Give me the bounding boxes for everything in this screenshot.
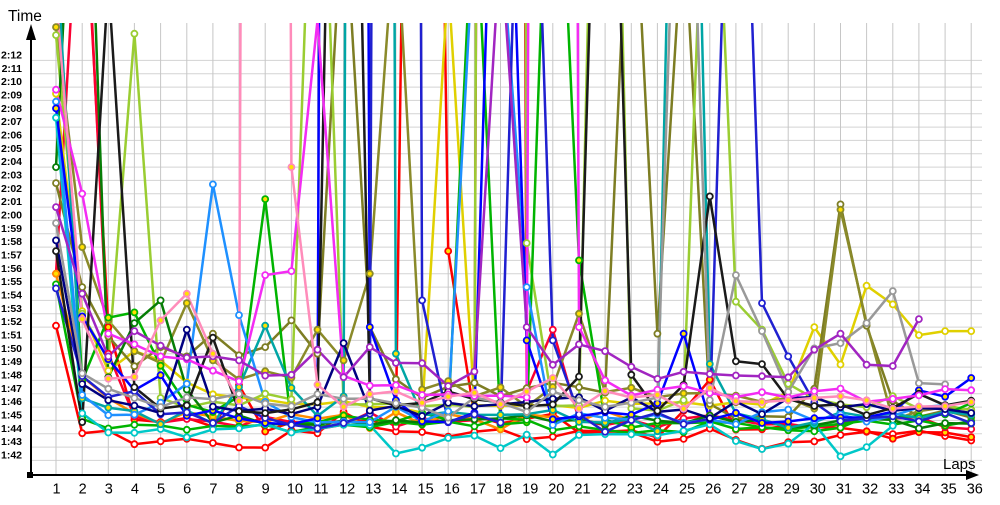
svg-text:16: 16: [444, 482, 460, 498]
svg-text:33: 33: [888, 482, 904, 498]
svg-text:5: 5: [157, 482, 165, 498]
svg-text:28: 28: [757, 482, 773, 498]
svg-text:32: 32: [862, 482, 878, 498]
svg-text:1:53: 1:53: [1, 303, 22, 315]
svg-text:25: 25: [679, 482, 695, 498]
svg-text:1:48: 1:48: [1, 370, 22, 382]
svg-text:2:00: 2:00: [1, 210, 22, 222]
svg-text:2:10: 2:10: [1, 76, 22, 88]
svg-text:2:05: 2:05: [1, 143, 22, 155]
svg-text:2:11: 2:11: [2, 63, 23, 75]
svg-text:17: 17: [470, 482, 486, 498]
svg-text:1:42: 1:42: [1, 450, 22, 462]
svg-text:2:02: 2:02: [1, 183, 22, 195]
svg-text:24: 24: [653, 482, 669, 498]
svg-text:7: 7: [209, 482, 217, 498]
svg-text:2:09: 2:09: [1, 90, 22, 102]
svg-text:1:47: 1:47: [1, 383, 22, 395]
svg-text:1:55: 1:55: [1, 276, 22, 288]
svg-text:34: 34: [914, 482, 930, 498]
svg-text:23: 23: [627, 482, 643, 498]
svg-text:22: 22: [601, 482, 617, 498]
svg-text:1:44: 1:44: [1, 423, 22, 435]
svg-text:18: 18: [496, 482, 512, 498]
svg-text:1:46: 1:46: [1, 396, 22, 408]
svg-text:4: 4: [131, 482, 139, 498]
svg-text:3: 3: [105, 482, 113, 498]
svg-text:1: 1: [52, 482, 60, 498]
svg-text:12: 12: [339, 482, 355, 498]
svg-text:1:54: 1:54: [1, 290, 22, 302]
svg-text:2:08: 2:08: [1, 103, 22, 115]
svg-text:9: 9: [262, 482, 270, 498]
svg-text:1:45: 1:45: [1, 410, 22, 422]
svg-text:1:58: 1:58: [1, 236, 22, 248]
svg-text:1:57: 1:57: [1, 250, 22, 262]
svg-text:30: 30: [810, 482, 826, 498]
svg-text:1:51: 1:51: [1, 330, 22, 342]
svg-text:1:50: 1:50: [1, 343, 22, 355]
svg-text:2:06: 2:06: [1, 130, 22, 142]
svg-text:Laps: Laps: [943, 456, 976, 473]
svg-text:1:43: 1:43: [1, 436, 22, 448]
svg-text:21: 21: [574, 482, 590, 498]
svg-text:19: 19: [522, 482, 538, 498]
svg-text:2:04: 2:04: [1, 156, 22, 168]
svg-text:35: 35: [941, 482, 957, 498]
svg-text:36: 36: [967, 482, 983, 498]
svg-text:1:49: 1:49: [1, 356, 22, 368]
svg-text:2:12: 2:12: [1, 50, 22, 62]
svg-text:1:56: 1:56: [1, 263, 22, 275]
svg-text:11: 11: [313, 482, 328, 498]
svg-text:2:03: 2:03: [1, 170, 22, 182]
svg-text:13: 13: [365, 482, 381, 498]
svg-text:2:01: 2:01: [1, 196, 22, 208]
svg-text:15: 15: [418, 482, 434, 498]
svg-text:10: 10: [287, 482, 303, 498]
svg-text:2:07: 2:07: [1, 116, 22, 128]
svg-text:31: 31: [836, 482, 852, 498]
svg-text:2: 2: [79, 482, 87, 498]
svg-text:14: 14: [391, 482, 407, 498]
svg-text:8: 8: [235, 482, 243, 498]
svg-text:29: 29: [784, 482, 800, 498]
svg-text:Time: Time: [8, 8, 42, 25]
svg-text:1:59: 1:59: [1, 223, 22, 235]
svg-text:27: 27: [731, 482, 747, 498]
svg-text:1:52: 1:52: [1, 316, 22, 328]
svg-text:26: 26: [705, 482, 721, 498]
svg-text:20: 20: [548, 482, 564, 498]
svg-text:6: 6: [183, 482, 191, 498]
